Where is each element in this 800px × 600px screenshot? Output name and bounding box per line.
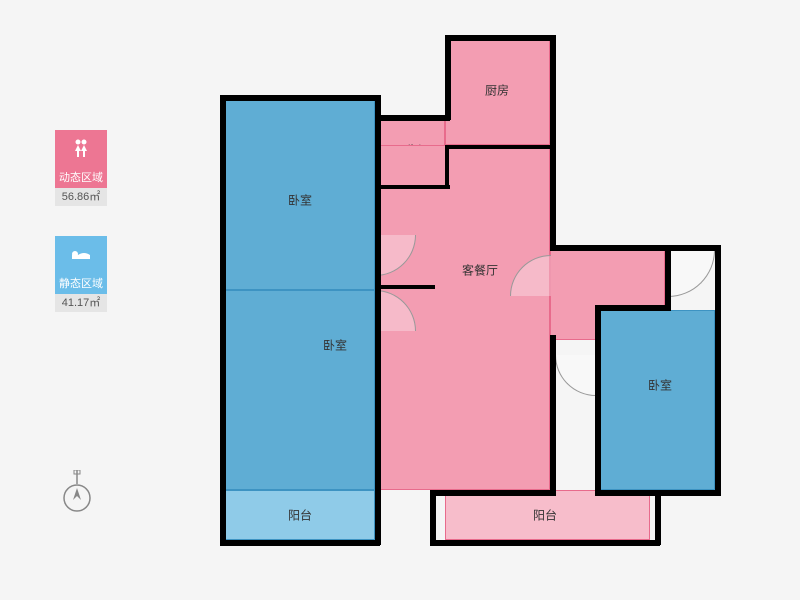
- wall: [375, 115, 450, 121]
- wall: [665, 245, 671, 310]
- wall: [375, 285, 435, 289]
- wall: [550, 35, 556, 150]
- room-label-bedroom1: 卧室: [288, 192, 312, 209]
- wall: [430, 490, 556, 496]
- wall: [375, 95, 381, 495]
- room-label-balcony2: 阳台: [533, 507, 557, 524]
- wall: [445, 35, 451, 120]
- room-bedroom3: [600, 310, 715, 490]
- room-label-bedroom2: 卧室: [323, 337, 347, 354]
- legend-dynamic-value: 56.86㎡: [55, 188, 107, 206]
- room-label-kitchen: 厨房: [485, 82, 509, 99]
- wall: [655, 490, 661, 545]
- room-label-living: 客餐厅: [462, 262, 498, 279]
- legend-static: 静态区域 41.17㎡: [55, 236, 107, 312]
- wall: [375, 490, 381, 545]
- sleep-icon: [55, 236, 107, 274]
- room-label-balcony1: 阳台: [288, 507, 312, 524]
- wall: [220, 95, 380, 101]
- wall: [430, 540, 660, 546]
- door-arc: [555, 355, 596, 396]
- wall: [445, 145, 449, 189]
- wall: [595, 490, 721, 496]
- room-bedroom2: [225, 290, 375, 490]
- legend-dynamic: 动态区域 56.86㎡: [55, 130, 107, 206]
- legend-dynamic-label: 动态区域: [55, 168, 107, 188]
- wall: [550, 245, 720, 251]
- wall: [550, 335, 556, 495]
- wall: [550, 145, 556, 250]
- legend-static-value: 41.17㎡: [55, 294, 107, 312]
- door-arc: [668, 250, 715, 297]
- wall: [445, 35, 555, 41]
- floorplan: 厨房卫生间客餐厅卧室卧室卧室阳台阳台: [190, 25, 750, 565]
- legend: 动态区域 56.86㎡ 静态区域 41.17㎡: [55, 130, 107, 342]
- compass-icon: [60, 470, 94, 515]
- wall: [595, 305, 601, 495]
- wall: [220, 540, 380, 546]
- wall: [220, 490, 226, 545]
- wall: [375, 185, 450, 189]
- room-label-bedroom3: 卧室: [648, 377, 672, 394]
- wall: [430, 490, 436, 545]
- wall: [220, 95, 226, 495]
- wall: [715, 245, 721, 495]
- wall: [595, 305, 671, 311]
- people-icon: [55, 130, 107, 168]
- wall: [445, 145, 555, 149]
- legend-static-label: 静态区域: [55, 274, 107, 294]
